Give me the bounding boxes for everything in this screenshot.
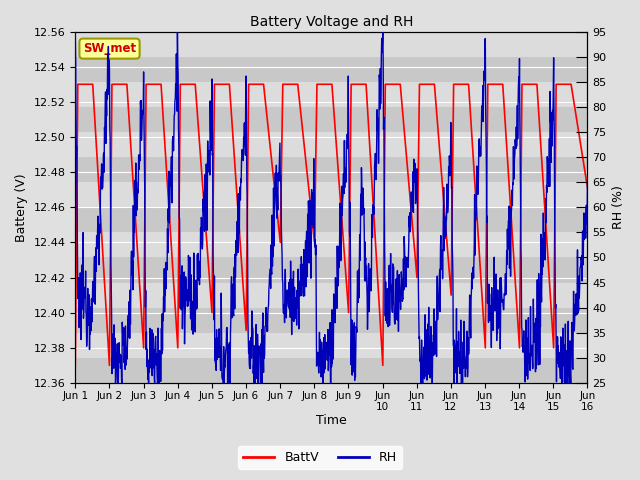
Title: Battery Voltage and RH: Battery Voltage and RH — [250, 15, 413, 29]
Legend: BattV, RH: BattV, RH — [238, 446, 402, 469]
Y-axis label: Battery (V): Battery (V) — [15, 173, 28, 241]
Text: SW_met: SW_met — [83, 42, 136, 55]
Y-axis label: RH (%): RH (%) — [612, 185, 625, 229]
Bar — [76, 157, 588, 182]
X-axis label: Time: Time — [316, 414, 347, 427]
Bar — [76, 257, 588, 283]
Bar — [76, 358, 588, 383]
Bar — [76, 207, 588, 232]
Bar — [76, 308, 588, 333]
Bar — [76, 107, 588, 132]
Bar — [76, 57, 588, 82]
